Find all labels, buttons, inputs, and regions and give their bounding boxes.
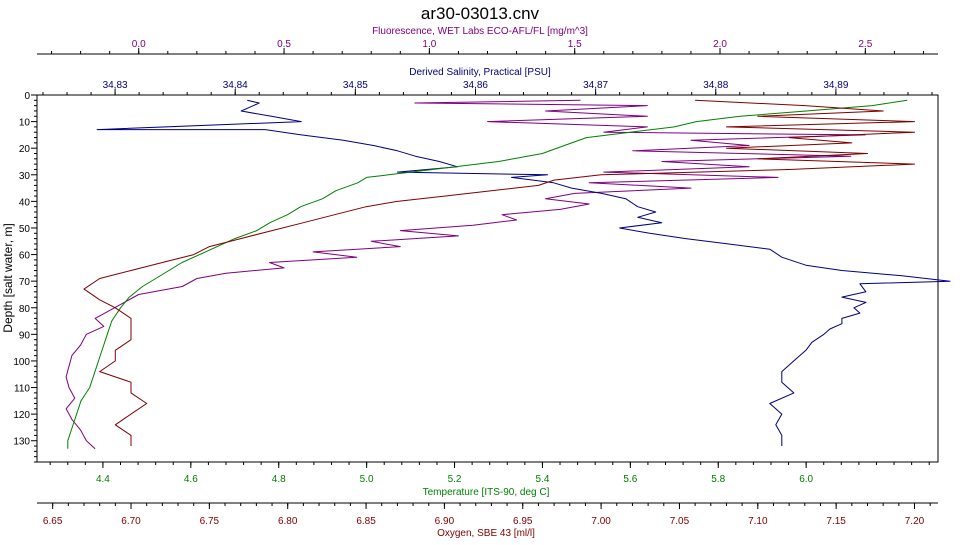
oxygen-tick-label: 6.90: [435, 516, 455, 527]
depth-axis-label: Depth [salt water, m]: [1, 223, 15, 332]
fluorescence-series-line: [65, 99, 866, 450]
oxygen-series-line: [83, 99, 915, 446]
temperature-tick-label: 5.4: [535, 474, 549, 485]
depth-tick-label: 0: [24, 91, 30, 102]
salinity-tick-label: 34,87: [583, 80, 608, 91]
oxygen-tick-label: 6.80: [278, 516, 298, 527]
depth-tick-label: 100: [13, 357, 30, 368]
fluorescence-tick-label: 1.0: [422, 39, 436, 50]
fluorescence-tick-label: 2.0: [713, 39, 727, 50]
salinity-axis-label: Derived Salinity, Practical [PSU]: [409, 67, 551, 78]
fluorescence-tick-label: 2.5: [858, 39, 872, 50]
depth-tick-label: 110: [14, 384, 30, 395]
plot-frame: [36, 94, 939, 463]
temperature-tick-label: 4.8: [272, 474, 286, 485]
oxygen-tick-label: 7.10: [748, 516, 768, 527]
depth-tick-label: 90: [19, 330, 31, 341]
oxygen-tick-label: 6.85: [356, 516, 376, 527]
data-series: [65, 99, 951, 450]
salinity-tick-label: 34,84: [223, 80, 248, 91]
temperature-axis-label: Temperature [ITS-90, deg C]: [423, 487, 550, 498]
depth-tick-label: 10: [19, 118, 31, 129]
oxygen-tick-label: 7.00: [591, 516, 611, 527]
chart-title: ar30-03013.cnv: [421, 4, 540, 23]
fluorescence-tick-label: 0.0: [132, 39, 146, 50]
temperature-series-line: [67, 99, 908, 449]
oxygen-tick-label: 6.70: [121, 516, 141, 527]
oxygen-tick-label: 7.20: [905, 516, 925, 527]
salinity-tick-label: 34,88: [703, 80, 728, 91]
depth-tick-label: 70: [19, 277, 31, 288]
temperature-tick-label: 5.6: [623, 474, 637, 485]
depth-tick-label: 120: [13, 410, 30, 421]
oxygen-tick-label: 7.15: [826, 516, 846, 527]
temperature-tick-label: 5.8: [711, 474, 725, 485]
salinity-tick-label: 34,83: [103, 80, 128, 91]
temperature-tick-label: 4.6: [184, 474, 198, 485]
oxygen-axis-label: Oxygen, SBE 43 [ml/l]: [437, 528, 535, 539]
axis-ticks: 0.0 0.5 1.0 1.5 2.0 2.5 34,83 34,84 34,85 34,86 34…: [13, 39, 933, 527]
salinity-tick-label: 34,86: [463, 80, 488, 91]
depth-tick-label: 30: [19, 171, 31, 182]
salinity-series-line: [96, 99, 951, 446]
salinity-tick-label: 34,89: [823, 80, 848, 91]
fluorescence-tick-label: 0.5: [277, 39, 291, 50]
depth-tick-label: 40: [19, 197, 31, 208]
fluorescence-tick-label: 1.5: [568, 39, 582, 50]
depth-tick-label: 60: [19, 251, 31, 262]
temperature-tick-label: 6.0: [799, 474, 813, 485]
salinity-tick-label: 34,85: [343, 80, 368, 91]
oxygen-tick-label: 6.95: [513, 516, 533, 527]
oxygen-tick-label: 6.65: [43, 516, 63, 527]
fluorescence-axis-label: Fluorescence, WET Labs ECO-AFL/FL [mg/m^…: [372, 26, 588, 37]
depth-tick-label: 130: [13, 437, 30, 448]
depth-tick-label: 20: [19, 144, 31, 155]
depth-tick-label: 50: [19, 224, 31, 235]
depth-tick-label: 80: [19, 304, 31, 315]
temperature-tick-label: 5.2: [448, 474, 462, 485]
oxygen-tick-label: 7.05: [670, 516, 690, 527]
temperature-tick-label: 5.0: [360, 474, 374, 485]
oxygen-tick-label: 6.75: [200, 516, 220, 527]
temperature-tick-label: 4.4: [96, 474, 110, 485]
